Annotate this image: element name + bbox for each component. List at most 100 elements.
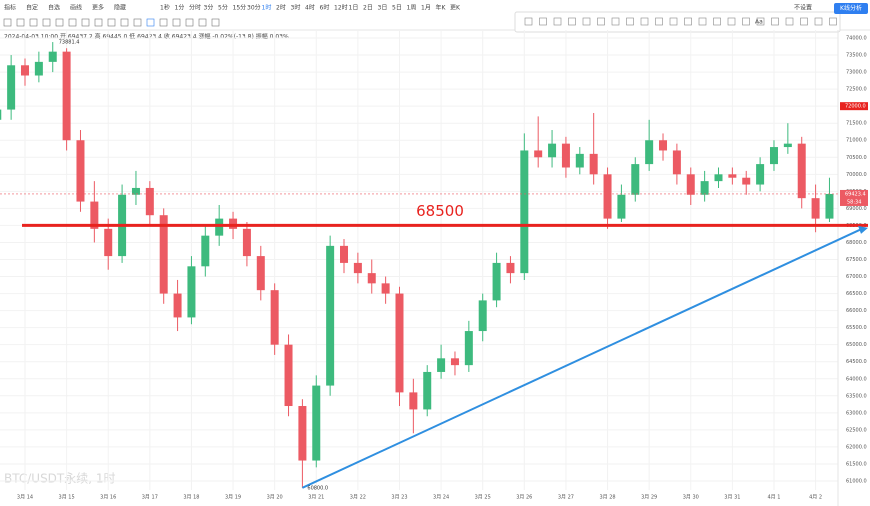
tool-icon[interactable]: [3, 18, 12, 27]
candle-body: [284, 344, 293, 407]
tool-icon[interactable]: [146, 18, 155, 27]
tool-icon[interactable]: [159, 18, 168, 27]
tool-icon[interactable]: [713, 17, 721, 26]
interval[interactable]: 2日: [363, 5, 373, 12]
tool-icon[interactable]: [120, 18, 129, 27]
candle-body: [797, 143, 806, 199]
interval[interactable]: 2时: [276, 4, 286, 12]
candle-body: [561, 143, 570, 168]
candle-body: [48, 51, 57, 62]
interval[interactable]: 分时: [189, 4, 201, 12]
tool-icon[interactable]: [81, 18, 90, 27]
tool-icon[interactable]: [539, 17, 547, 26]
toolbar-item[interactable]: 自定: [26, 4, 38, 12]
interval[interactable]: 3时: [291, 4, 301, 12]
candle-body: [464, 331, 473, 366]
candle-body: [62, 51, 71, 141]
tool-icon[interactable]: [107, 18, 116, 27]
candle-body: [173, 293, 182, 318]
candle-body: [131, 187, 140, 195]
tool-icon[interactable]: [16, 18, 25, 27]
tool-icon[interactable]: [655, 17, 663, 26]
tool-icon[interactable]: [68, 18, 77, 27]
tool-icon[interactable]: [94, 18, 103, 27]
tool-icon[interactable]: [597, 17, 605, 26]
y-tick-label: 67500.0: [846, 257, 867, 263]
tool-icon[interactable]: [568, 17, 576, 26]
tool-icon[interactable]: [800, 17, 808, 26]
candle-body: [367, 273, 376, 284]
candle-body: [811, 198, 820, 219]
y-tick-label: 66500.0: [846, 291, 867, 297]
interval[interactable]: 30分: [247, 4, 261, 12]
tool-icon[interactable]: [29, 18, 38, 27]
x-tick-label: 3月 22: [350, 495, 366, 501]
tool-icon[interactable]: [55, 18, 64, 27]
interval[interactable]: 1日: [349, 5, 359, 12]
candle-body: [298, 406, 307, 461]
tool-icon[interactable]: [185, 18, 194, 27]
tool-icon[interactable]: [829, 17, 837, 26]
tool-icon[interactable]: [814, 17, 823, 26]
tool-icon[interactable]: [172, 18, 181, 27]
text-tool[interactable]: Aa: [755, 19, 763, 26]
interval[interactable]: 1分: [175, 4, 185, 12]
toolbar-item[interactable]: 更多: [92, 4, 104, 12]
tool-icon[interactable]: [669, 17, 678, 26]
tool-icon[interactable]: [684, 17, 692, 26]
interval[interactable]: 6时: [320, 4, 330, 12]
alert-tag-bg: [840, 102, 868, 111]
candle-body: [492, 262, 501, 301]
y-tick-label: 71500.0: [846, 121, 867, 127]
interval[interactable]: 1月: [421, 5, 431, 12]
tool-icon[interactable]: [771, 17, 779, 26]
tool-icon[interactable]: [582, 17, 591, 26]
y-tick-label: 70500.0: [846, 155, 867, 161]
tool-icon[interactable]: [626, 17, 634, 26]
tool-icon[interactable]: [727, 17, 736, 26]
x-tick-label: 3月 25: [475, 495, 491, 501]
tool-icon[interactable]: [611, 17, 620, 26]
interval[interactable]: 12时: [334, 4, 348, 12]
candle-body: [659, 140, 668, 151]
toolbar-item[interactable]: 自选: [48, 4, 60, 12]
interval[interactable]: 1秒: [160, 4, 170, 12]
interval[interactable]: 更K: [450, 5, 461, 12]
tool-icon[interactable]: [524, 17, 533, 26]
candle-body: [353, 262, 362, 274]
tool-icon[interactable]: [698, 17, 707, 26]
tool-icon[interactable]: [211, 18, 220, 27]
interval[interactable]: 5日: [392, 5, 402, 12]
analysis-button[interactable]: K线分析: [840, 4, 862, 12]
candle-body: [381, 283, 390, 294]
tool-icon[interactable]: [742, 17, 750, 26]
y-tick-label: 63000.0: [846, 410, 867, 416]
interval[interactable]: 3日: [378, 5, 388, 12]
interval[interactable]: 4时: [305, 4, 315, 12]
tool-icon[interactable]: [42, 18, 51, 27]
y-tick-label: 61500.0: [846, 461, 867, 467]
candle-body: [242, 228, 251, 257]
toolbar-item[interactable]: 指标: [4, 4, 16, 12]
toolbar-item[interactable]: 画线: [70, 4, 82, 12]
interval[interactable]: 15分: [233, 4, 247, 12]
toolbar-item[interactable]: 隐藏: [114, 4, 126, 12]
tool-icon[interactable]: [785, 17, 794, 26]
interval[interactable]: 1时: [262, 4, 272, 12]
y-tick-label: 68000.0: [846, 240, 867, 246]
tool-icon[interactable]: [640, 17, 649, 26]
interval[interactable]: 年K: [436, 4, 447, 12]
countdown: 58:34: [847, 199, 861, 205]
tool-icon[interactable]: [198, 18, 207, 27]
analysis-button-bg[interactable]: [834, 3, 868, 14]
tool-icon[interactable]: [756, 17, 765, 26]
drawing-toolbar-bg: [514, 11, 841, 33]
tool-icon[interactable]: [133, 18, 142, 27]
tool-icon[interactable]: [553, 17, 562, 26]
interval[interactable]: 5分: [218, 4, 228, 12]
x-tick-label: 3月 24: [433, 495, 449, 501]
candle-body: [603, 174, 612, 219]
interval[interactable]: 1周: [407, 5, 417, 12]
hline-label: 68500: [416, 202, 464, 220]
interval[interactable]: 3分: [204, 4, 214, 12]
